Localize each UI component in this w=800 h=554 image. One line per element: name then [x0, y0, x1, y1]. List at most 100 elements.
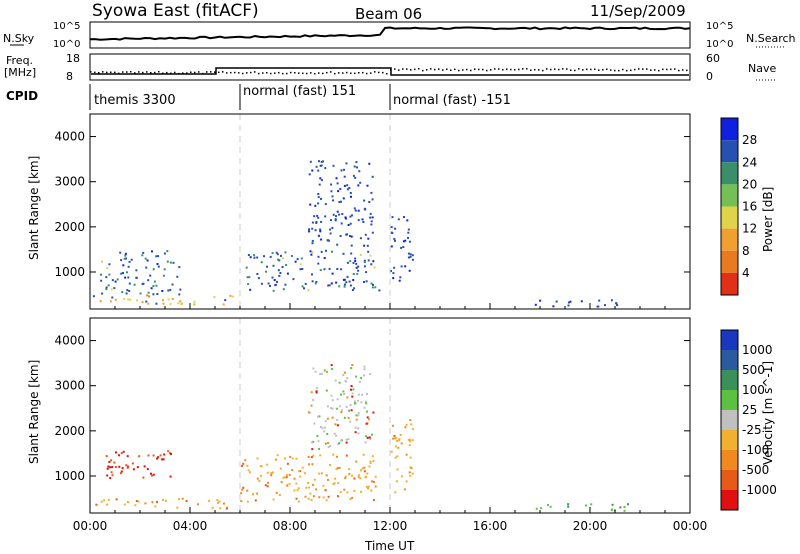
echo-cell — [222, 303, 225, 306]
nave-point — [226, 72, 228, 74]
nave-point — [498, 68, 500, 70]
echo-cell — [335, 215, 337, 218]
echo-cell — [317, 262, 320, 265]
echo-cell — [178, 498, 180, 501]
echo-cell — [317, 202, 320, 205]
echo-cell — [311, 221, 314, 224]
echo-cell — [400, 442, 403, 445]
echo-cell — [325, 499, 328, 502]
y-tick-label: 4000 — [54, 130, 85, 144]
echo-cell — [264, 484, 267, 487]
nave-point — [442, 69, 444, 71]
echo-cell — [309, 492, 312, 495]
echo-cell — [411, 428, 414, 431]
echo-cell — [365, 485, 368, 488]
nave-point — [394, 68, 396, 70]
echo-cell — [319, 454, 322, 457]
echo-cell — [349, 215, 352, 218]
nave-point — [282, 72, 284, 75]
echo-cell — [282, 288, 285, 291]
echo-cell — [394, 491, 397, 494]
echo-cell — [345, 441, 348, 444]
echo-cell — [151, 501, 154, 504]
nave-point — [338, 72, 340, 74]
echo-cell — [113, 287, 116, 290]
echo-cell — [403, 216, 405, 218]
echo-cell — [106, 474, 109, 477]
echo-cell — [535, 507, 538, 510]
echo-cell — [296, 489, 299, 492]
x-tick-label: 08:00 — [273, 519, 308, 533]
echo-cell — [374, 286, 377, 289]
cpid-segment-0: themis 3300 — [94, 93, 176, 108]
x-tick-label: 00:00 — [73, 519, 108, 533]
echo-cell — [401, 475, 403, 478]
echo-cell — [246, 500, 249, 503]
echo-cell — [286, 474, 288, 477]
nave-point — [658, 69, 660, 72]
echo-cell — [305, 486, 308, 489]
echo-cell — [346, 261, 349, 264]
echo-cell — [162, 498, 164, 501]
echo-cell — [326, 405, 329, 408]
echo-cell — [157, 265, 160, 268]
echo-cell — [338, 285, 341, 288]
echo-cell — [327, 478, 329, 481]
echo-cell — [318, 234, 321, 237]
echo-cell — [610, 509, 613, 512]
echo-cell — [319, 230, 322, 233]
echo-cell — [351, 474, 354, 477]
freq-unit: [MHz] — [4, 66, 36, 79]
echo-cell — [307, 497, 310, 500]
echo-cell — [407, 252, 410, 255]
echo-cell — [363, 259, 366, 262]
echo-cell — [400, 265, 403, 268]
echo-cell — [371, 216, 374, 219]
colorbar-swatch — [721, 140, 738, 163]
echo-cell — [330, 183, 333, 186]
echo-cell — [163, 268, 166, 271]
echo-cell — [357, 393, 360, 396]
echo-cell — [226, 506, 229, 509]
nave-point — [326, 71, 328, 74]
echo-cell — [311, 448, 314, 451]
echo-cell — [276, 253, 279, 256]
echo-cell — [103, 499, 106, 502]
echo-cell — [126, 465, 129, 468]
echo-cell — [397, 446, 400, 449]
nsearch-tick-top: 10^5 — [706, 21, 733, 32]
echo-cell — [390, 450, 393, 453]
echo-cell — [277, 269, 280, 272]
x-tick-label: 04:00 — [173, 519, 208, 533]
echo-cell — [155, 255, 158, 258]
echo-cell — [335, 434, 338, 437]
echo-cell — [404, 265, 407, 268]
echo-cell — [279, 272, 282, 274]
echo-cell — [145, 300, 148, 303]
echo-cell — [353, 477, 356, 480]
echo-cell — [178, 293, 181, 296]
echo-cell — [318, 496, 321, 499]
echo-cell — [324, 203, 327, 206]
echo-cell — [308, 173, 311, 176]
echo-cell — [345, 233, 348, 236]
echo-cell — [365, 402, 368, 405]
nave-point — [578, 68, 580, 70]
echo-cell — [317, 415, 320, 418]
power-colorbar: 4 8 12 16 20 24 28 — [720, 117, 757, 296]
echo-cell — [136, 299, 138, 302]
echo-cell — [391, 424, 394, 427]
echo-cell — [176, 275, 179, 278]
echo-cell — [303, 472, 306, 475]
echo-cell — [267, 282, 270, 285]
echo-cell — [393, 434, 396, 437]
echo-cell — [372, 460, 375, 462]
echo-cell — [323, 268, 326, 271]
echo-cell — [398, 279, 401, 282]
nave-point — [342, 72, 344, 74]
echo-cell — [311, 273, 313, 276]
echo-cell — [320, 220, 323, 223]
nave-tick-bottom: 0 — [706, 70, 713, 83]
colorbar-swatch — [721, 350, 738, 370]
echo-cell — [127, 298, 130, 301]
